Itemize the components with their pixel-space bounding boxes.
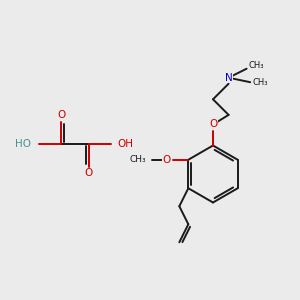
Text: CH₃: CH₃ — [129, 155, 146, 164]
Text: O: O — [209, 119, 217, 130]
Text: O: O — [57, 110, 66, 120]
Text: CH₃: CH₃ — [253, 78, 268, 87]
Text: OH: OH — [118, 139, 134, 149]
Text: HO: HO — [15, 139, 31, 149]
Text: N: N — [225, 73, 232, 83]
Text: CH₃: CH₃ — [249, 61, 265, 70]
Text: O: O — [84, 168, 93, 178]
Text: O: O — [163, 155, 171, 165]
